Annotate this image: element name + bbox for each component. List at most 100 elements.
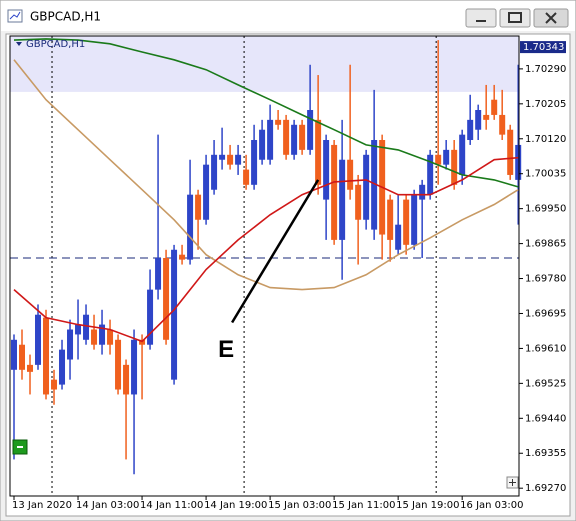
candle-body bbox=[443, 149, 450, 165]
candle-body bbox=[483, 114, 490, 120]
y-tick-label: 1.70205 bbox=[525, 99, 566, 110]
candle-body bbox=[203, 164, 210, 220]
candle-body bbox=[267, 119, 274, 160]
moving-average bbox=[13, 156, 519, 343]
candle-body bbox=[107, 329, 114, 345]
current-price-box bbox=[520, 41, 566, 54]
candle-body bbox=[491, 99, 498, 115]
candle-body bbox=[307, 109, 314, 150]
symbol-menu-arrow[interactable] bbox=[16, 42, 22, 46]
candle-body bbox=[131, 339, 138, 395]
candle-body bbox=[27, 364, 34, 372]
maximize-icon bbox=[508, 12, 522, 23]
candle-body bbox=[283, 119, 290, 155]
candle-body bbox=[331, 144, 338, 240]
y-tick-label: 1.70290 bbox=[525, 64, 566, 75]
candle-body bbox=[475, 109, 482, 130]
candle-body bbox=[339, 159, 346, 240]
y-tick-label: 1.69610 bbox=[525, 343, 566, 354]
x-tick-label: 14 Jan 03:00 bbox=[76, 500, 139, 511]
candle-body bbox=[315, 119, 322, 185]
candle-body bbox=[155, 257, 162, 290]
candle-body bbox=[419, 184, 426, 200]
y-tick-label: 1.70120 bbox=[525, 134, 566, 145]
candle-body bbox=[75, 324, 82, 335]
window-title: GBPCAD,H1 bbox=[30, 10, 101, 24]
candle-body bbox=[291, 124, 298, 155]
x-tick-label: 16 Jan 03:00 bbox=[460, 500, 523, 511]
candle-body bbox=[235, 154, 242, 165]
candle-body bbox=[427, 154, 434, 195]
moving-average bbox=[13, 59, 519, 291]
candle-body bbox=[163, 257, 170, 340]
y-tick-label: 1.69695 bbox=[525, 308, 566, 319]
candle-body bbox=[467, 119, 474, 141]
y-tick-label: 1.70035 bbox=[525, 169, 566, 180]
y-tick-label: 1.69440 bbox=[525, 413, 566, 424]
annotation-line bbox=[231, 179, 320, 324]
x-tick-label: 15 Jan 03:00 bbox=[268, 500, 331, 511]
price-zone bbox=[10, 36, 519, 92]
candle-body bbox=[179, 254, 186, 260]
candle-body bbox=[515, 144, 522, 180]
trade-button-glyph bbox=[17, 446, 23, 448]
maximize-button[interactable] bbox=[499, 8, 531, 28]
candle-body bbox=[299, 124, 306, 150]
candle-body bbox=[59, 349, 66, 385]
candle-body bbox=[451, 149, 458, 185]
candle-body bbox=[43, 317, 50, 395]
candle-body bbox=[395, 224, 402, 250]
candle-body bbox=[363, 154, 370, 220]
y-tick-label: 1.69865 bbox=[525, 239, 566, 250]
y-tick-label: 1.69950 bbox=[525, 204, 566, 215]
candle-body bbox=[323, 140, 330, 200]
y-tick-label: 1.69270 bbox=[525, 483, 566, 494]
x-tick-label: 15 Jan 19:00 bbox=[396, 500, 459, 511]
candle-body bbox=[507, 129, 514, 175]
candle-body bbox=[411, 194, 418, 245]
candle-body bbox=[347, 159, 354, 190]
chart-area bbox=[5, 33, 571, 517]
current-price-label: 1.70343 bbox=[523, 42, 564, 53]
plot-frame bbox=[9, 35, 520, 497]
candle-body bbox=[35, 314, 42, 365]
minimize-button[interactable] bbox=[465, 8, 497, 28]
x-tick-label: 13 Jan 2020 bbox=[12, 500, 72, 511]
candle-body bbox=[115, 339, 122, 390]
y-tick-label: 1.69780 bbox=[525, 274, 566, 285]
candle-body bbox=[371, 140, 378, 230]
y-tick-label: 1.69525 bbox=[525, 378, 566, 389]
candle-body bbox=[259, 129, 266, 160]
candle-body bbox=[211, 154, 218, 190]
candle-body bbox=[387, 199, 394, 240]
y-tick-label: 1.69355 bbox=[525, 448, 566, 459]
x-tick-label: 15 Jan 11:00 bbox=[332, 500, 395, 511]
x-tick-label: 14 Jan 11:00 bbox=[140, 500, 203, 511]
candle-body bbox=[11, 339, 18, 370]
candle-body bbox=[195, 194, 202, 220]
candle-body bbox=[227, 154, 234, 165]
plot: E bbox=[10, 36, 522, 496]
candle-body bbox=[19, 344, 26, 370]
moving-average bbox=[13, 38, 519, 188]
candle-body bbox=[51, 379, 58, 390]
candle-body bbox=[459, 134, 466, 175]
candle-body bbox=[147, 289, 154, 345]
candle-body bbox=[83, 314, 90, 340]
candle-body bbox=[403, 199, 410, 245]
candle-body bbox=[355, 184, 362, 220]
candle-body bbox=[243, 169, 250, 185]
close-icon bbox=[545, 12, 557, 24]
candle-body bbox=[67, 329, 74, 360]
x-tick-label: 14 Jan 19:00 bbox=[204, 500, 267, 511]
candle-body bbox=[219, 154, 226, 160]
window-icon-glyph bbox=[9, 11, 21, 20]
candle-body bbox=[171, 249, 178, 380]
candle-body bbox=[275, 119, 282, 125]
candle-body bbox=[123, 364, 130, 395]
candle-body bbox=[435, 154, 442, 165]
candle-body bbox=[91, 329, 98, 345]
annotation-label: E bbox=[218, 336, 234, 363]
candle-body bbox=[251, 140, 258, 185]
